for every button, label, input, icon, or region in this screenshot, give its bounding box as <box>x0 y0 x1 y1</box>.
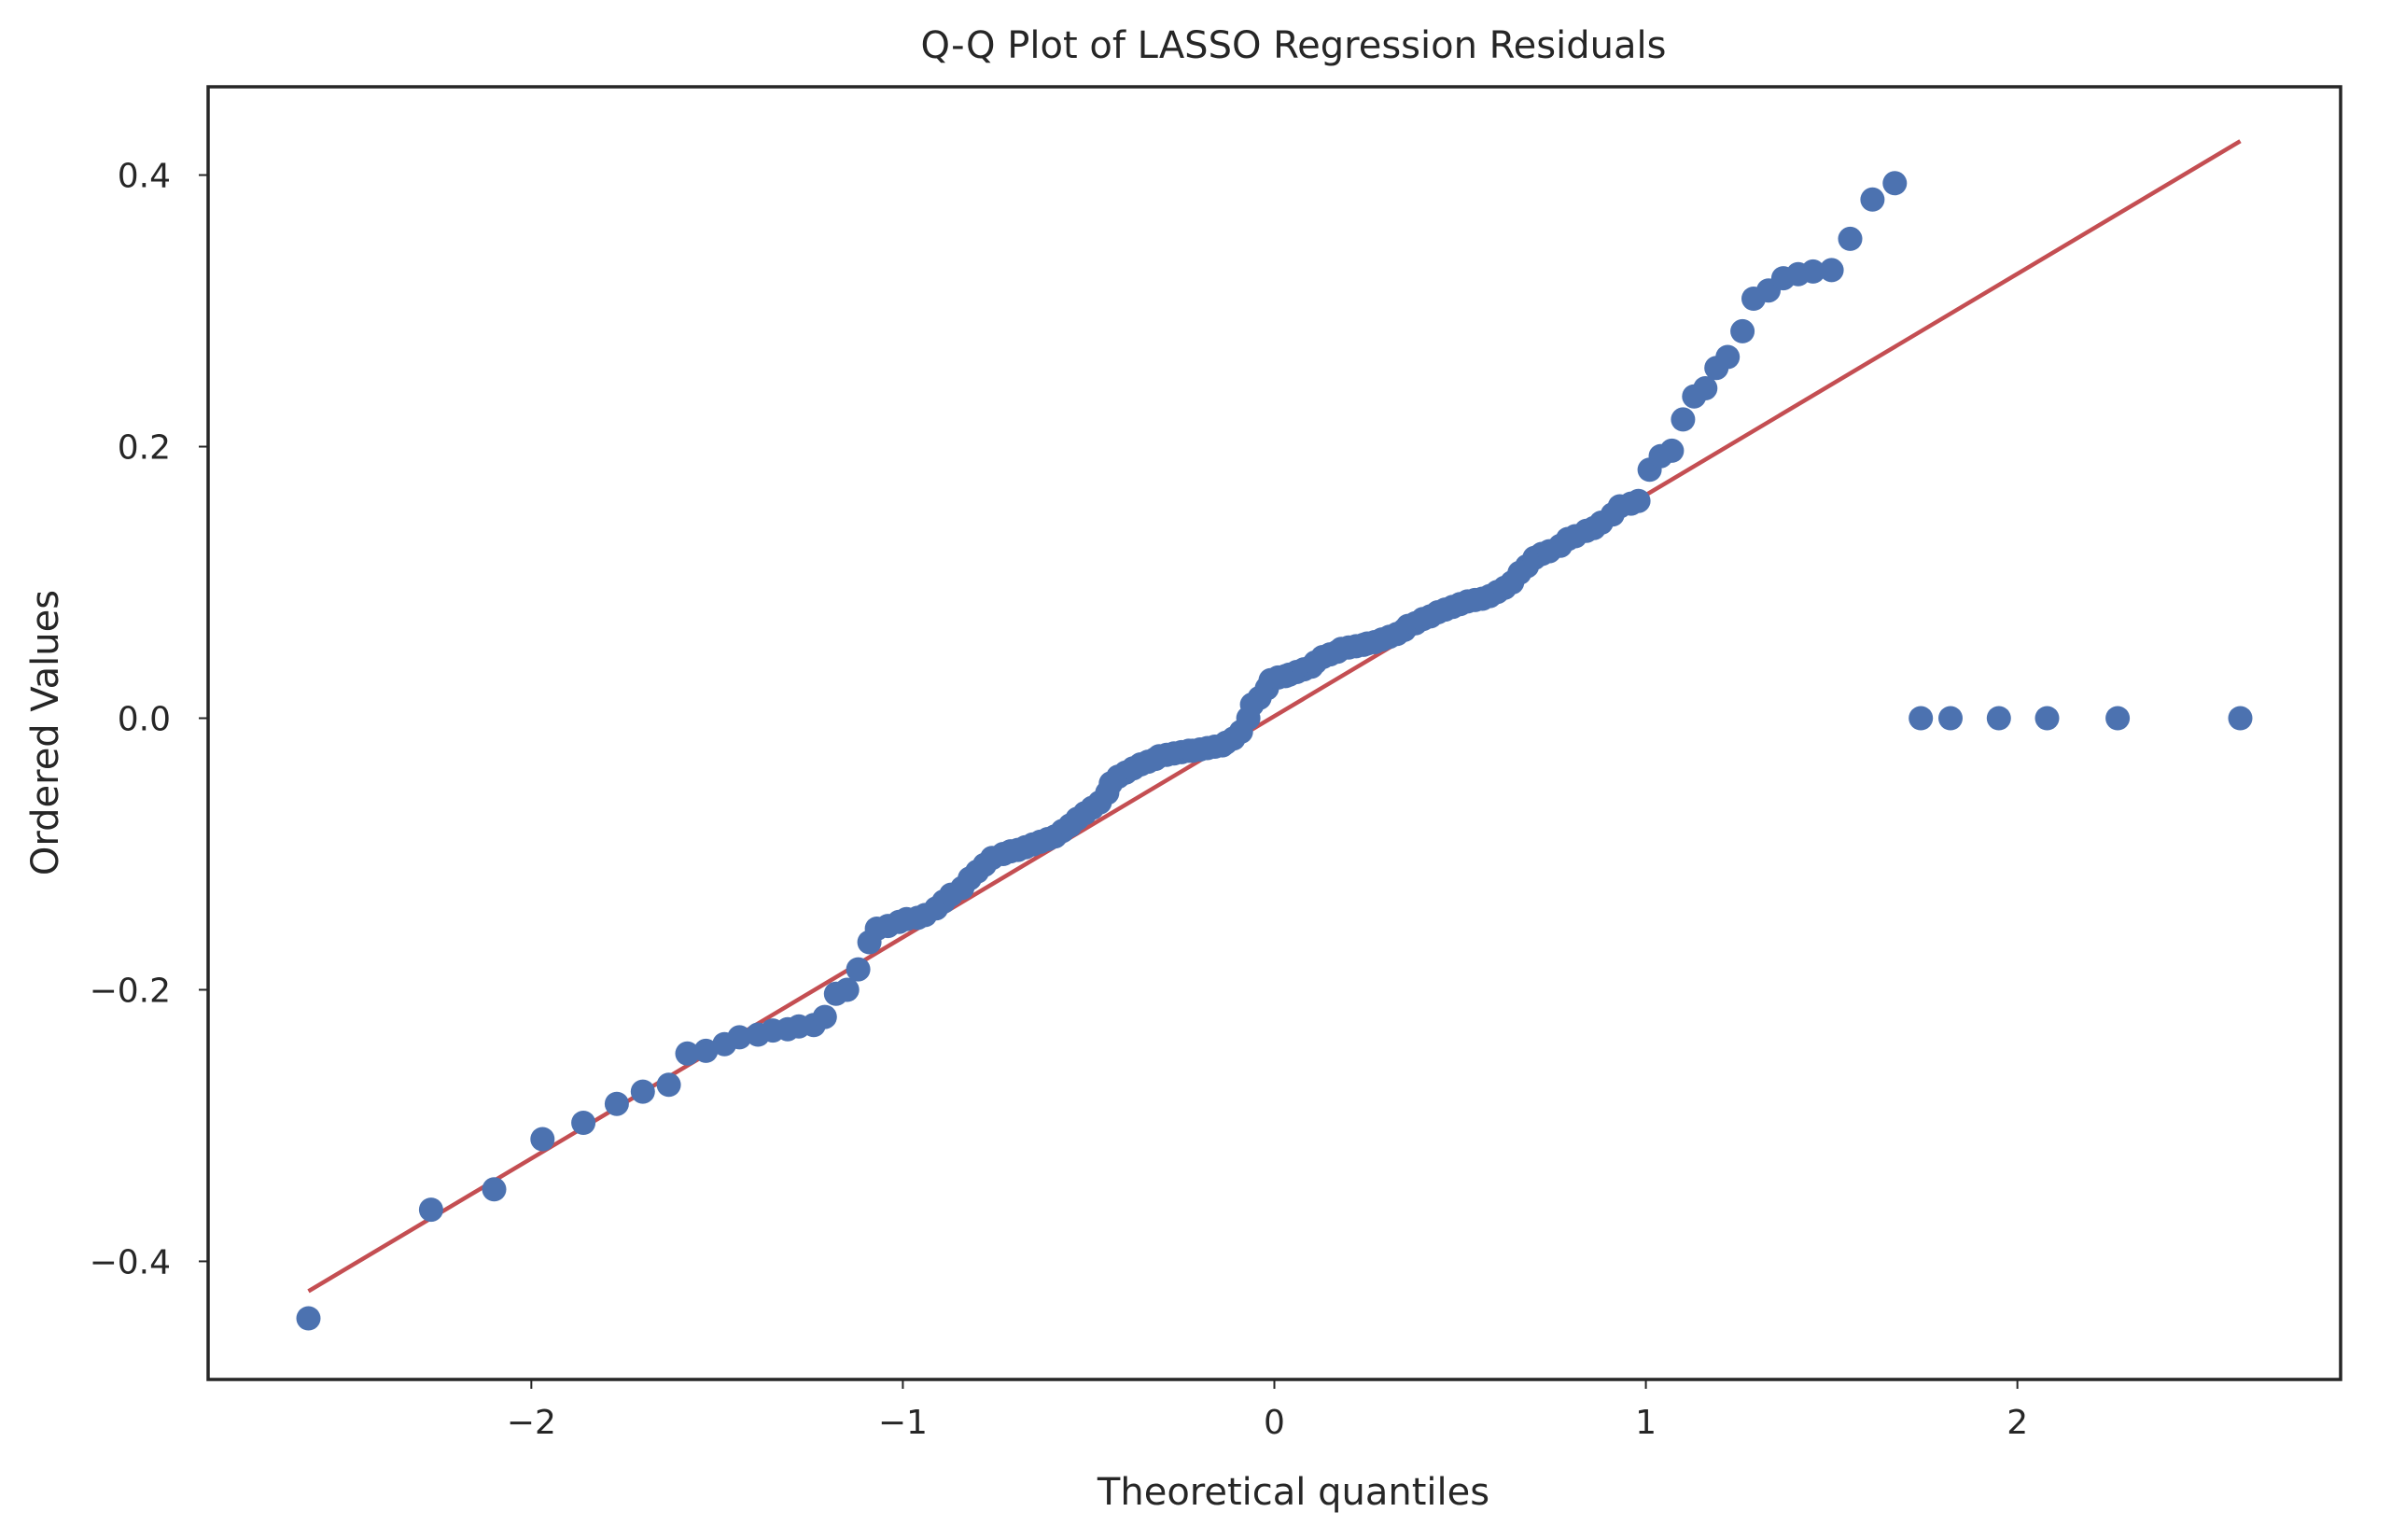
data-point <box>812 1004 837 1029</box>
y-axis-label: Ordered Values <box>24 590 67 875</box>
data-point <box>846 957 871 982</box>
data-point <box>1800 259 1825 284</box>
fit-line-group <box>307 139 2242 1294</box>
data-point <box>296 1306 321 1331</box>
x-tick-label: −2 <box>507 1404 556 1442</box>
data-point <box>1730 318 1755 343</box>
plot-frame <box>206 85 2342 1381</box>
data-point <box>1938 706 1963 731</box>
y-axis-ticks: −0.4 −0.2 0.0 0.2 0.4 <box>90 158 208 1281</box>
data-point <box>2228 706 2253 731</box>
data-point <box>1882 171 1908 196</box>
data-point <box>2034 706 2060 731</box>
data-point <box>1626 488 1651 513</box>
chart-title: Q-Q Plot of LASSO Regression Residuals <box>921 24 1667 67</box>
data-point <box>571 1111 596 1135</box>
x-axis-label: Theoretical quantiles <box>1097 1471 1489 1514</box>
x-tick-label: −1 <box>878 1404 928 1442</box>
data-points <box>296 171 2253 1331</box>
data-point <box>834 977 860 1002</box>
x-tick-label: 2 <box>2006 1404 2028 1442</box>
data-point <box>1715 344 1741 370</box>
data-point <box>418 1197 443 1223</box>
data-point <box>675 1041 700 1066</box>
data-point <box>482 1177 507 1202</box>
data-point <box>1693 376 1718 400</box>
data-point <box>656 1072 681 1098</box>
data-point <box>693 1038 719 1063</box>
x-tick-label: 1 <box>1635 1404 1657 1442</box>
x-axis-ticks: −2 −1 0 1 2 <box>507 1379 2028 1442</box>
y-tick-label: −0.4 <box>90 1243 171 1281</box>
data-point <box>1986 706 2011 731</box>
data-point <box>630 1079 655 1104</box>
data-point <box>1819 258 1844 283</box>
data-point <box>1909 706 1934 731</box>
y-tick-label: 0.0 <box>118 700 171 738</box>
y-tick-label: 0.4 <box>118 158 171 196</box>
data-point <box>1671 407 1696 432</box>
fit-line <box>307 139 2242 1294</box>
data-point <box>1860 187 1885 212</box>
data-point <box>604 1091 629 1116</box>
data-point <box>1838 226 1863 251</box>
y-tick-label: −0.2 <box>90 972 171 1010</box>
data-point <box>1659 438 1685 463</box>
data-point <box>2105 706 2131 731</box>
data-point <box>530 1127 555 1152</box>
data-point <box>727 1025 752 1050</box>
x-tick-label: 0 <box>1264 1404 1285 1442</box>
y-tick-label: 0.2 <box>118 429 171 468</box>
